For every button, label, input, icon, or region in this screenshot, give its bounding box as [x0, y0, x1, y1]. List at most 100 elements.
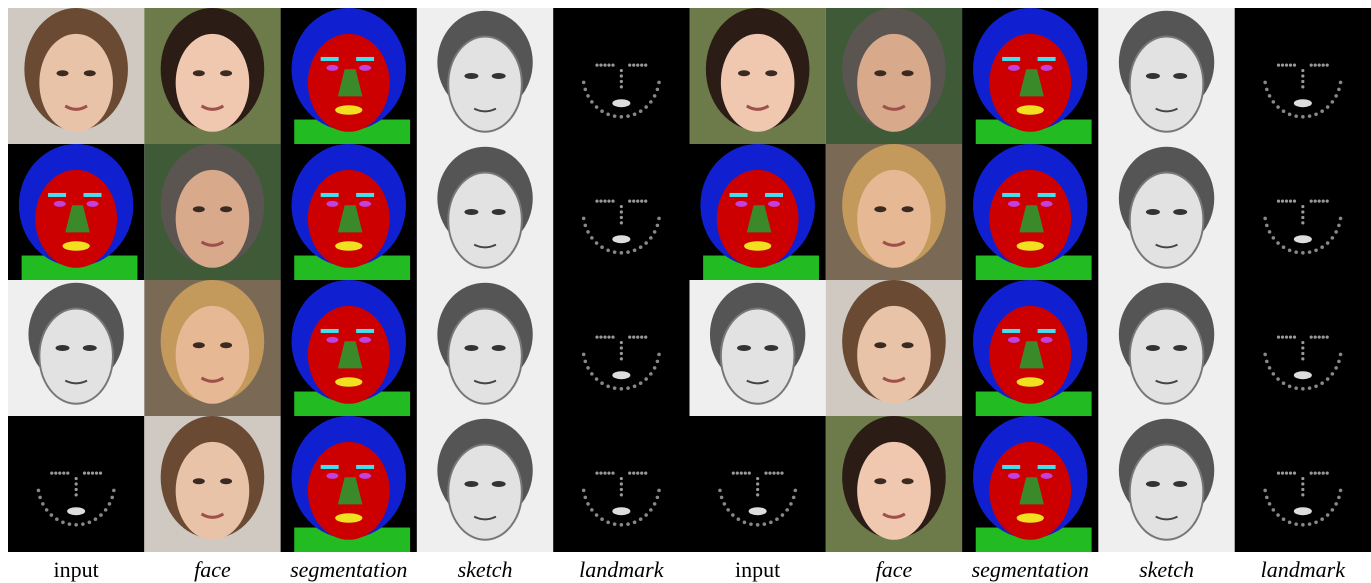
nose: [1019, 69, 1044, 97]
landmark-dot: [1301, 68, 1305, 73]
face: [175, 441, 250, 540]
landmark-dot: [640, 63, 644, 67]
landmark-dot: [590, 100, 594, 104]
landmark-dot: [1313, 471, 1317, 475]
image-tile: [144, 280, 281, 416]
landmark-dot: [736, 517, 741, 521]
landmark-dot: [1301, 523, 1305, 527]
landmark-dot: [1280, 335, 1285, 339]
mouth: [1016, 241, 1044, 251]
landmark-dot: [619, 357, 623, 361]
face: [857, 441, 931, 540]
nose: [1019, 205, 1044, 233]
landmark-dot: [1276, 105, 1280, 109]
eye: [359, 336, 372, 343]
landmark-dot: [606, 384, 610, 389]
eye: [1007, 64, 1020, 71]
landmark-dot: [619, 215, 623, 220]
landmark-dot: [1284, 471, 1289, 475]
landmark-dot: [66, 471, 70, 475]
mouth: [1155, 107, 1178, 113]
landmark-dot: [1309, 63, 1313, 67]
landmark-dot: [1288, 335, 1293, 339]
mouth: [200, 104, 225, 111]
landmark-dot: [1307, 386, 1312, 390]
landmark-dot: [1271, 236, 1276, 240]
landmark-mouth: [1293, 99, 1312, 108]
landmark-dot: [599, 63, 603, 67]
landmark-dot: [718, 488, 722, 493]
landmark-dot: [731, 513, 735, 517]
landmark-dot: [1309, 335, 1313, 339]
landmark-dot: [638, 381, 643, 385]
landmark-dot: [1267, 366, 1272, 370]
landmark-dot: [644, 105, 648, 109]
image-tile: [962, 280, 1099, 416]
landmark-dot: [619, 68, 623, 73]
landmark-dot: [94, 471, 99, 475]
landmark-dot: [619, 523, 624, 527]
image-tile: [144, 144, 281, 280]
landmark-dot: [649, 508, 653, 512]
mouth: [335, 241, 363, 251]
landmark-dot: [1337, 87, 1341, 92]
landmark-dot: [1317, 199, 1321, 203]
landmark-dot: [632, 112, 637, 117]
landmark-dot: [755, 523, 760, 527]
eye: [192, 342, 205, 349]
column-caption: segmentation: [972, 557, 1089, 582]
landmark-dot: [1280, 199, 1285, 203]
landmark-dot: [636, 471, 640, 475]
eye: [464, 481, 479, 487]
landmark-dot: [600, 245, 604, 249]
landmark-dot: [632, 335, 636, 339]
eye: [874, 206, 887, 213]
landmark-dot: [628, 199, 632, 203]
brow: [765, 192, 784, 197]
image-tile: [416, 416, 554, 552]
image-tile: [1098, 416, 1235, 552]
landmark-dot: [1321, 335, 1325, 339]
landmark-dot: [640, 471, 644, 475]
landmark-dot: [1325, 471, 1329, 475]
landmark-dot: [44, 508, 49, 512]
landmark-mouth: [748, 507, 767, 516]
landmark-dot: [1276, 199, 1281, 203]
landmark-dot: [41, 502, 45, 506]
landmark-dot: [780, 471, 784, 475]
landmark-dot: [619, 387, 624, 391]
landmark-dot: [640, 335, 644, 339]
image-tile: [144, 416, 281, 552]
landmark-dot: [1276, 241, 1280, 245]
landmark-dot: [1280, 63, 1285, 67]
landmark-dot: [1317, 335, 1321, 339]
landmark-dot: [747, 471, 751, 475]
landmark-dot: [607, 471, 611, 475]
landmark-dot: [1325, 335, 1329, 339]
landmark-dot: [1264, 359, 1269, 364]
image-tile: [825, 144, 963, 280]
landmark-dot: [1301, 215, 1305, 220]
image-tile: [689, 7, 826, 144]
image-tile: [553, 8, 690, 144]
landmark-dot: [722, 502, 727, 506]
landmark-dot: [1288, 471, 1293, 475]
landmark-dot: [1338, 80, 1343, 85]
landmark-dot: [61, 520, 65, 525]
landmark-dot: [764, 471, 768, 475]
landmark-dot: [99, 513, 103, 517]
image-tile: [416, 8, 554, 144]
landmark-dot: [632, 471, 636, 475]
landmark-dot: [619, 210, 623, 214]
brow: [356, 192, 375, 197]
landmark-dot: [619, 74, 623, 78]
landmark-dot: [1301, 74, 1305, 78]
landmark-dot: [791, 495, 796, 500]
landmark-dot: [1338, 488, 1343, 493]
landmark-dot: [1314, 248, 1318, 253]
landmark-dot: [1330, 372, 1335, 376]
eye: [1040, 336, 1053, 343]
landmark-dot: [586, 502, 590, 506]
landmark-dot: [789, 502, 793, 506]
image-tile: [553, 280, 690, 416]
